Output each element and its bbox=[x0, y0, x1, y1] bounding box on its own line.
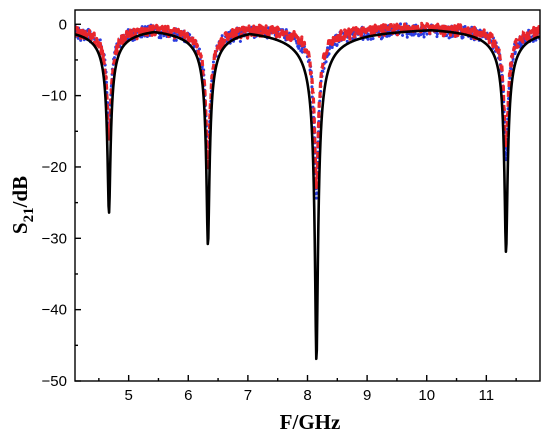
x-tick-label: 8 bbox=[303, 387, 311, 404]
y-tick-label: −50 bbox=[42, 373, 67, 390]
x-tick-label: 10 bbox=[418, 387, 435, 404]
plot-frame bbox=[74, 9, 541, 382]
x-axis-title: F/GHz bbox=[280, 410, 341, 434]
series-line-dashed bbox=[75, 21, 540, 190]
axes: 5 6 7 8 9 10 11 0 −10 −20 −30 −40 −50 bbox=[42, 9, 541, 404]
y-tick-label: −10 bbox=[42, 88, 67, 105]
y-axis-title-sub: 21 bbox=[21, 207, 37, 222]
x-tick-label: 6 bbox=[184, 387, 192, 404]
series-line-solid bbox=[75, 28, 540, 361]
y-tick-label: −40 bbox=[42, 302, 67, 319]
y-tick-label: 0 bbox=[59, 16, 67, 33]
y-tick-label: −30 bbox=[42, 230, 67, 247]
x-tick-label: 7 bbox=[244, 387, 252, 404]
y-axis-title: S21/dB bbox=[8, 176, 37, 234]
plot-area bbox=[75, 21, 540, 361]
y-axis-title-main: S bbox=[8, 222, 32, 234]
y-axis-title-rest: /dB bbox=[8, 176, 32, 209]
x-tick-label: 5 bbox=[124, 387, 132, 404]
x-tick-label: 11 bbox=[479, 387, 495, 404]
x-tick-label: 9 bbox=[363, 387, 371, 404]
y-tick-label: −20 bbox=[42, 159, 67, 176]
